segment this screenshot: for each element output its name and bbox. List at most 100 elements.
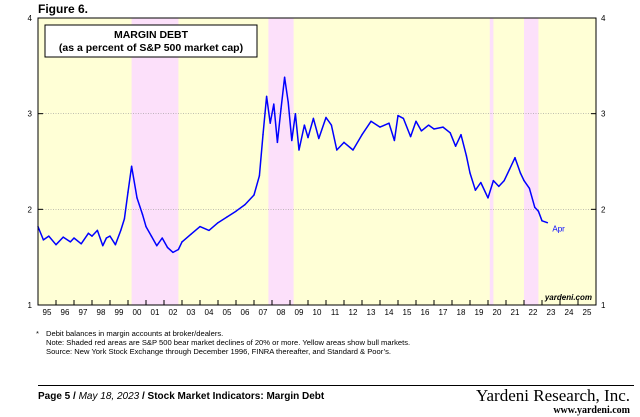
- data-point-62: [388, 122, 390, 124]
- data-point-33: [217, 222, 219, 224]
- x-tick-label-01: 01: [151, 308, 160, 317]
- data-point-68: [420, 130, 423, 132]
- x-tick-label-05: 05: [223, 308, 232, 317]
- axes: 1 12 23 34 495 96 97 98 99 00 01 02 03 04 05 06 07 08 09 10…: [28, 14, 606, 317]
- data-point-4: [55, 244, 57, 246]
- x-tick-label-24: 24: [565, 308, 574, 317]
- footer: Page 5 / May 18, 2023 / Stock Market Ind…: [38, 391, 324, 402]
- data-point-13: [105, 237, 108, 239]
- x-tick-label-02: 02: [169, 308, 178, 317]
- x-tick-label-17: 17: [439, 308, 448, 317]
- data-point-8: [80, 243, 82, 245]
- data-point-81: [498, 185, 500, 188]
- bear-band-4: [524, 18, 539, 305]
- data-point-72: [449, 132, 451, 134]
- brand-url[interactable]: www.yardeni.com: [553, 405, 630, 416]
- x-tick-label-14: 14: [385, 308, 394, 317]
- data-point-27: [172, 251, 174, 254]
- data-point-76: [469, 172, 471, 174]
- x-tick-label-96: 96: [61, 308, 70, 317]
- data-point-61: [379, 126, 381, 128]
- y-tick-label-right-2: 2: [601, 205, 606, 214]
- x-tick-label-21: 21: [511, 308, 520, 317]
- data-point-89: [537, 210, 540, 212]
- chart-title: MARGIN DEBT: [114, 29, 189, 41]
- x-tick-label-06: 06: [241, 308, 250, 317]
- data-point-23: [150, 235, 153, 237]
- data-point-64: [397, 114, 399, 117]
- x-tick-label-23: 23: [547, 308, 556, 317]
- bear-market-shading: [131, 18, 539, 305]
- data-point-25: [161, 237, 163, 239]
- data-point-55: [330, 124, 333, 126]
- data-point-9: [87, 232, 90, 234]
- x-tick-label-20: 20: [493, 308, 502, 317]
- gridlines: [38, 113, 596, 210]
- data-point-86: [523, 179, 525, 182]
- data-point-35: [235, 210, 237, 212]
- data-point-77: [474, 189, 477, 191]
- plot-frame: [37, 17, 597, 306]
- x-tick-label-22: 22: [529, 308, 538, 317]
- bull-background: [38, 18, 596, 305]
- data-point-45: [283, 76, 286, 79]
- data-point-30: [190, 233, 192, 235]
- x-tick-label-25: 25: [583, 308, 592, 317]
- data-point-80: [492, 179, 495, 182]
- data-point-3: [48, 235, 50, 237]
- x-tick-label-18: 18: [457, 308, 466, 317]
- data-point-14: [109, 235, 111, 237]
- data-point-47: [291, 139, 293, 142]
- data-point-26: [166, 246, 169, 249]
- title-box: [44, 24, 258, 58]
- footer-section: / Stock Market Indicators: Margin Debt: [141, 391, 325, 402]
- data-point-7: [73, 237, 75, 239]
- data-point-74: [460, 134, 462, 136]
- note-line-2: Note: Shaded red areas are S&P 500 bear …: [46, 338, 411, 347]
- x-tick-label-98: 98: [97, 308, 106, 317]
- bear-band-2: [268, 18, 294, 305]
- y-tick-label-left-1: 1: [28, 301, 33, 310]
- y-tick-label-left-4: 4: [28, 14, 33, 23]
- x-tick-label-08: 08: [277, 308, 286, 317]
- data-point-38: [258, 175, 261, 177]
- data-point-42: [273, 103, 275, 105]
- data-point-18: [127, 191, 129, 193]
- x-tick-label-95: 95: [43, 308, 52, 317]
- data-point-56: [336, 149, 338, 151]
- data-point-49: [298, 149, 300, 151]
- y-tick-label-right-3: 3: [601, 110, 606, 119]
- data-point-65: [402, 117, 405, 120]
- x-tick-label-97: 97: [79, 308, 88, 317]
- data-point-19: [130, 165, 133, 167]
- x-tick-label-04: 04: [205, 308, 214, 317]
- data-point-63: [393, 139, 396, 142]
- data-point-12: [102, 244, 104, 247]
- data-point-16: [120, 229, 122, 232]
- brand-name: Yardeni Research, Inc.: [475, 386, 630, 405]
- data-point-59: [361, 134, 363, 136]
- data-point-39: [262, 134, 264, 136]
- data-point-53: [318, 137, 320, 140]
- data-point-43: [276, 141, 279, 144]
- end-label: Apr: [552, 225, 565, 234]
- data-point-6: [69, 241, 72, 243]
- notes: * Debit balances in margin accounts at br…: [36, 329, 410, 356]
- data-point-15: [114, 244, 117, 246]
- data-point-10: [91, 235, 93, 237]
- x-tick-label-09: 09: [295, 308, 304, 317]
- data-point-79: [487, 197, 489, 199]
- series-layer: Apr: [37, 76, 565, 254]
- bear-band-1: [131, 18, 179, 305]
- data-point-54: [325, 116, 327, 119]
- data-point-51: [307, 136, 309, 139]
- data-point-36: [244, 203, 246, 206]
- data-point-40: [265, 95, 268, 98]
- data-point-29: [181, 241, 183, 243]
- data-point-67: [415, 120, 417, 123]
- x-tick-label-11: 11: [331, 308, 340, 317]
- y-tick-label-left-3: 3: [28, 110, 33, 119]
- data-point-31: [199, 225, 201, 228]
- data-point-20: [136, 197, 138, 199]
- footer-page: Page 5 /: [38, 391, 76, 402]
